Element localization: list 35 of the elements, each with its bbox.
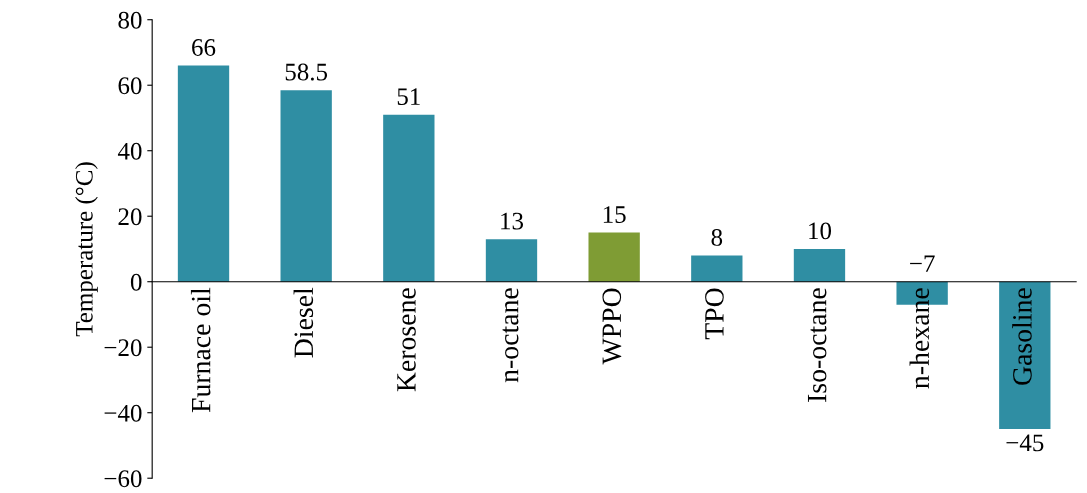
data-label: 58.5 (285, 63, 328, 81)
y-tick-label: −40 (104, 404, 142, 422)
data-label: −45 (1006, 434, 1044, 452)
bar (691, 255, 743, 282)
y-tick-label: 80 (118, 11, 142, 29)
y-tick-label: 60 (118, 77, 142, 95)
x-tick-label: Diesel (293, 287, 314, 358)
x-tick-label: Gasoline (1012, 288, 1032, 385)
data-label: 51 (397, 88, 420, 106)
x-tick-label: TPO (705, 288, 724, 340)
bar (999, 281, 1051, 430)
x-tick-label: Iso-octane (807, 288, 827, 402)
y-tick-label: 20 (118, 208, 142, 226)
bar (485, 239, 538, 282)
data-label: −7 (910, 255, 935, 272)
y-tick-label: −60 (104, 470, 142, 488)
bar (383, 114, 435, 282)
data-label: 15 (603, 206, 626, 223)
y-tick-label: 0 (130, 273, 142, 291)
x-tick-label: Kerosene (397, 288, 416, 392)
x-tick-label: Furnace oil (190, 287, 211, 413)
bar (280, 90, 332, 282)
data-label: 66 (192, 39, 216, 56)
y-tick-label: 40 (117, 142, 142, 160)
x-tick-label: WPPO (602, 288, 622, 365)
x-tick-label: n-hexane (909, 288, 930, 389)
data-label: 8 (711, 228, 723, 246)
y-tick-label: −20 (104, 339, 142, 357)
data-label: 10 (809, 222, 832, 240)
data-label: 13 (501, 212, 524, 230)
x-tick-label: n-octane (502, 288, 519, 383)
bar (793, 248, 846, 282)
bar (177, 65, 230, 282)
bar (588, 232, 640, 282)
y-axis-title: Temperature (°C) (75, 162, 98, 337)
